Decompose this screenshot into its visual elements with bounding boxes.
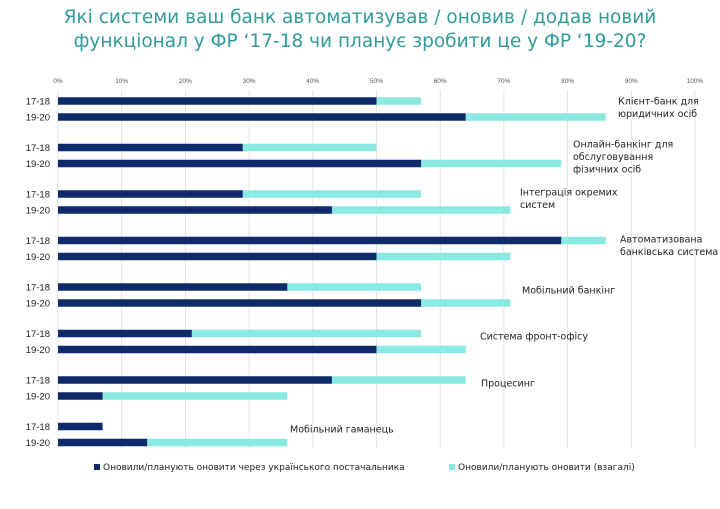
bar-total: [331, 376, 466, 384]
category-label: Мобільний банкінг: [522, 286, 615, 297]
y-period-label: 17-18: [26, 236, 50, 247]
bar-total: [376, 345, 466, 354]
y-period-label: 19-20: [26, 252, 50, 263]
x-tick-label: 40%: [306, 78, 319, 85]
y-period-label: 19-20: [26, 345, 50, 356]
bar-total: [147, 438, 288, 447]
bar-total: [465, 113, 606, 121]
bar-ukrainian: [58, 422, 103, 431]
category-label: Клієнт-банк для: [618, 97, 699, 108]
bar-ukrainian: [58, 143, 243, 152]
bar-ukrainian: [58, 113, 466, 121]
bar-ukrainian: [58, 206, 332, 214]
bar-ukrainian: [58, 392, 103, 400]
bar-ukrainian: [58, 299, 422, 307]
bar-ukrainian: [58, 329, 192, 338]
y-period-label: 19-20: [26, 392, 50, 403]
y-period-label: 17-18: [26, 283, 50, 294]
chart-title: Які системи ваш банк автоматизував / оно…: [0, 6, 720, 54]
y-period-label: 19-20: [26, 299, 50, 310]
chart-title-line1: Які системи ваш банк автоматизував / оно…: [63, 7, 657, 28]
category-label: систем: [520, 200, 555, 211]
y-period-label: 19-20: [26, 113, 50, 124]
bar-total: [102, 392, 288, 400]
y-period-label: 17-18: [26, 422, 50, 433]
bar-ukrainian: [58, 236, 562, 245]
bar-total: [287, 283, 422, 291]
x-tick-label: 100%: [687, 78, 704, 85]
bar-ukrainian: [58, 345, 377, 354]
bar-total: [242, 143, 377, 152]
bar-ukrainian: [58, 283, 288, 291]
chart-title-line2: функціонал у ФР ‘17-18 чи планує зробити…: [73, 31, 647, 52]
category-label: фізичних осіб: [573, 165, 641, 176]
legend-swatch-ukrainian: [94, 464, 100, 470]
x-tick-label: 60%: [434, 78, 447, 85]
y-period-label: 17-18: [26, 143, 50, 154]
bar-ukrainian: [58, 438, 148, 447]
category-label: Автоматизована: [620, 235, 702, 246]
bar-ukrainian: [58, 97, 377, 105]
y-period-label: 19-20: [26, 159, 50, 170]
bar-total: [421, 159, 562, 168]
bar-ukrainian: [58, 252, 377, 261]
x-tick-label: 30%: [243, 78, 256, 85]
category-label: Інтеграція окремих: [520, 188, 618, 199]
bar-ukrainian: [58, 190, 243, 198]
bar-ukrainian: [58, 376, 332, 384]
x-tick-label: 20%: [179, 78, 192, 85]
y-period-label: 17-18: [26, 97, 50, 108]
y-period-label: 17-18: [26, 376, 50, 387]
x-tick-label: 90%: [625, 78, 638, 85]
category-label: обслуговування: [573, 152, 653, 163]
y-period-label: 19-20: [26, 206, 50, 217]
bar-total: [242, 190, 422, 198]
y-period-label: 17-18: [26, 329, 50, 340]
x-tick-label: 10%: [115, 78, 128, 85]
bar-total: [376, 252, 511, 261]
x-tick-label: 80%: [561, 78, 574, 85]
bar-total: [421, 299, 511, 307]
x-tick-label: 50%: [370, 78, 383, 85]
bar-ukrainian: [58, 159, 422, 168]
bar-total: [561, 236, 606, 245]
y-period-label: 17-18: [26, 190, 50, 201]
bar-total: [331, 206, 511, 214]
category-label: Онлайн-банкінг для: [573, 140, 673, 151]
bar-total: [376, 97, 422, 105]
category-label: юридичних осіб: [618, 109, 697, 120]
category-label: Система фронт-офісу: [480, 332, 588, 343]
legend-label-ukrainian: Оновили/планують оновити через українськ…: [103, 463, 405, 473]
y-period-label: 19-20: [26, 438, 50, 449]
category-label: банківська система: [620, 247, 718, 258]
legend-label-total: Оновили/планують оновити (взагалі): [458, 463, 635, 473]
x-tick-label: 0%: [53, 78, 63, 85]
x-tick-label: 70%: [497, 78, 510, 85]
category-label: Процесинг: [481, 379, 535, 390]
category-label: Мобільний гаманець: [290, 425, 394, 436]
bar-total: [191, 329, 422, 338]
legend-swatch-total: [449, 464, 455, 470]
